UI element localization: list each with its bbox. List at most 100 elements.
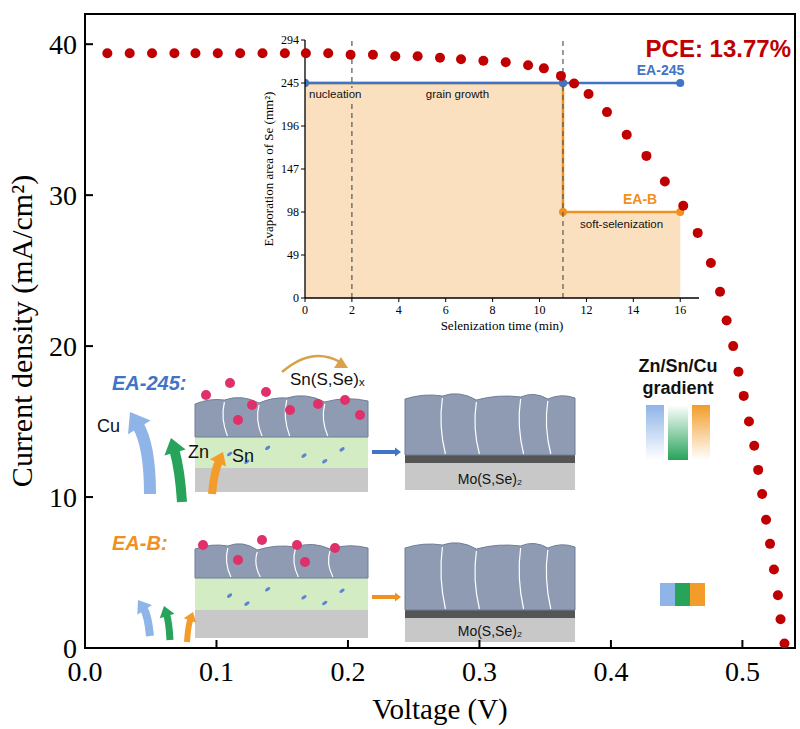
se-particle [233,415,243,425]
se-particle [355,410,365,420]
jv-point [235,48,245,58]
inset-x-tick-label: 8 [490,303,496,317]
y-tick [85,647,93,649]
mo-layer [405,610,575,618]
jv-point [715,287,725,297]
interface-label: Mo(S,Se)₂ [458,471,523,487]
x-tick-label: 0.1 [199,656,234,687]
se-particle [261,387,271,397]
secondary-phase [321,458,328,464]
grain-boundary [546,401,550,454]
y-tick [85,43,93,45]
inset-x-tick-label: 10 [534,303,546,317]
uniform-bar [660,583,675,606]
secondary-phase [301,453,308,459]
phase-label-group: soft-selenization [579,218,664,230]
y-axis-title: Current density (mA/cm²) [5,175,39,487]
grain-boundary [546,550,550,609]
y-tick-label: 30 [49,180,77,211]
inset-y-tick-label: 98 [287,205,299,219]
phase-label-group: nucleation [308,88,362,100]
process-arrow-body [372,450,396,454]
process-arrow-head [395,593,401,602]
jv-point [280,48,290,58]
element-arrow-head [164,438,185,455]
jv-point [478,56,488,66]
uniform-bar [690,583,705,606]
jv-point [678,201,688,211]
figure: 024681012141604998147196245294Selenizati… [0,0,800,729]
grain-layer [405,543,575,610]
element-arrow-head [137,600,152,615]
series-marker [676,79,684,87]
element-arrow-body [167,614,170,640]
precursor-layer [195,578,368,610]
se-particle [201,390,211,400]
jv-point [147,48,157,58]
inset-x-tick [680,298,681,302]
x-axis-title: Voltage (V) [372,693,508,726]
x-tick [478,640,480,648]
phase-label: grain growth [426,88,489,100]
y-tick [85,496,93,498]
grain-boundary [226,548,230,577]
jv-point [753,465,763,475]
substrate [195,610,368,638]
jv-point [169,48,179,58]
element-label: Zn [188,442,209,462]
substrate [195,468,368,492]
se-particle [292,540,302,550]
se-particle [225,378,235,388]
secondary-phase [264,586,271,592]
element-arrow-head [128,412,151,434]
schematic-row: CuZnSnEA-245:Sn(S,Se)ₓMo(S,Se)₂Zn/Sn/Cug… [97,356,718,502]
x-tick [741,640,743,648]
phase-label-group: grain growth [425,88,490,100]
main-axes: 0.00.10.20.30.40.5010203040Voltage (V)Cu… [5,14,795,726]
pce-label: PCE: 13.77% [646,35,791,62]
element-arrow-body [143,608,150,636]
phase-label: nucleation [309,88,361,100]
jv-point [569,78,579,88]
x-tick-label: 0.5 [725,656,760,687]
secondary-phase [339,446,346,452]
jv-point [368,50,378,60]
secondary-phase [339,588,346,594]
inset-x-tick-label: 2 [349,303,355,317]
inset-x-tick [633,298,634,302]
jv-point [744,417,754,427]
row-label: EA-B: [112,532,168,554]
jv-point [539,63,549,73]
element-arrow-head [184,612,196,623]
phase-boundary [351,40,352,298]
byproduct-label: Sn(S,Se)ₓ [290,370,365,389]
jv-point [693,228,703,238]
jv-point [622,130,632,140]
inset-x-tick-label: 4 [396,303,402,317]
gradient-label-line: Zn/Sn/Cu [639,356,718,376]
element-arrow-body [212,461,219,494]
element-label: Sn [232,446,254,466]
jv-point [456,54,466,64]
jv-point [584,89,594,99]
interface-label: Mo(S,Se)₂ [458,623,523,639]
element-arrow-body [187,619,191,642]
inset-y-tick-label: 294 [281,33,299,47]
series-line [305,83,680,212]
inset-x-axis [305,297,699,298]
inset-y-tick [301,126,305,127]
grain-boundary [328,551,332,577]
jv-point [501,57,511,67]
inset-x-tick [586,298,587,302]
jv-point [761,515,771,525]
jv-point [413,51,423,61]
x-tick [84,640,86,648]
label-patch-tint [308,88,362,100]
se-particle [233,555,243,565]
inset-x-tick [492,298,493,302]
inset-y-tick [301,40,305,41]
jv-point [765,539,775,549]
gradient-label: Zn/Sn/Cugradient [639,356,718,398]
mo-layer [405,455,575,463]
jv-point [190,48,200,58]
